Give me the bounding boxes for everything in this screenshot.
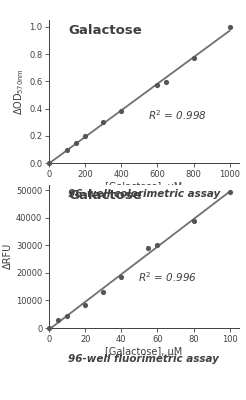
Text: R$^2$ = 0.998: R$^2$ = 0.998 — [148, 108, 206, 122]
Point — [47, 160, 51, 166]
Point — [228, 24, 231, 30]
Point — [165, 79, 169, 85]
Point — [146, 245, 150, 251]
Point — [83, 133, 87, 139]
Point — [192, 217, 196, 224]
X-axis label: [Galactose], μM: [Galactose], μM — [105, 182, 183, 192]
Point — [119, 274, 123, 280]
Text: R$^2$ = 0.996: R$^2$ = 0.996 — [138, 270, 197, 284]
Text: Galactose: Galactose — [68, 189, 142, 202]
Point — [65, 312, 69, 319]
Point — [228, 188, 231, 195]
Point — [74, 140, 78, 147]
Point — [47, 325, 51, 331]
Y-axis label: $\Delta$OD$_{\mathregular{570nm}}$: $\Delta$OD$_{\mathregular{570nm}}$ — [13, 68, 26, 115]
Text: 96-well colorimetric assay: 96-well colorimetric assay — [68, 189, 220, 199]
Point — [101, 289, 105, 295]
Y-axis label: ΔRFU: ΔRFU — [3, 243, 13, 270]
Point — [83, 301, 87, 308]
Point — [65, 146, 69, 153]
Point — [119, 108, 123, 114]
Point — [155, 242, 159, 248]
Text: 96-well fluorimetric assay: 96-well fluorimetric assay — [68, 354, 219, 364]
Point — [56, 316, 60, 323]
Point — [192, 55, 196, 62]
Point — [101, 118, 105, 125]
Point — [155, 82, 159, 88]
X-axis label: [Galactose], μM: [Galactose], μM — [105, 347, 183, 357]
Text: Galactose: Galactose — [68, 24, 142, 37]
